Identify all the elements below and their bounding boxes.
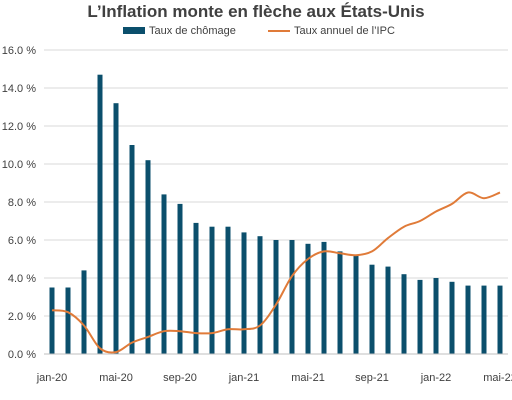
y-tick-label: 10.0 %	[2, 159, 36, 171]
bar-unemployment	[401, 274, 407, 354]
y-tick-label: 12.0 %	[2, 121, 36, 133]
bar-unemployment	[385, 266, 391, 354]
y-tick-label: 4.0 %	[8, 273, 36, 285]
bar-unemployment	[129, 145, 135, 354]
bar-unemployment	[97, 74, 103, 354]
legend: Taux de chômage Taux annuel de l’IPC	[123, 25, 395, 37]
bar-unemployment	[65, 287, 71, 354]
bar-unemployment	[305, 243, 311, 354]
x-tick-label: sep-20	[163, 372, 197, 384]
x-axis-ticks: jan-20 mai-20 sep-20 jan-21 mai-21 sep-21 jan-…	[36, 372, 512, 384]
bar-unemployment	[481, 285, 487, 354]
bar-unemployment	[193, 222, 199, 354]
x-tick-label: jan-20	[36, 372, 68, 384]
bar-unemployment	[177, 203, 183, 354]
bar-unemployment	[321, 241, 327, 354]
x-tick-label: mai-20	[99, 372, 133, 384]
bars-unemployment	[49, 74, 503, 354]
bar-unemployment	[241, 232, 247, 354]
cpi-line-path	[51, 191, 501, 354]
chart-title: L’Inflation monte en flèche aux États-Un…	[87, 2, 424, 21]
legend-label-unemployment: Taux de chômage	[149, 25, 236, 37]
bar-unemployment	[209, 226, 215, 354]
x-tick-label: sep-21	[355, 372, 389, 384]
y-tick-label: 0.0 %	[8, 349, 36, 361]
x-tick-label: mai-22	[483, 372, 512, 384]
y-tick-label: 14.0 %	[2, 83, 36, 95]
bar-unemployment	[417, 279, 423, 354]
y-tick-label: 6.0 %	[8, 235, 36, 247]
legend-swatch-unemployment	[123, 27, 145, 34]
y-tick-label: 2.0 %	[8, 311, 36, 323]
bar-unemployment	[49, 287, 55, 354]
bar-unemployment	[81, 270, 87, 354]
bar-unemployment	[145, 160, 151, 354]
x-tick-label: mai-21	[291, 372, 325, 384]
y-tick-label: 16.0 %	[2, 45, 36, 57]
bar-unemployment	[289, 240, 295, 354]
y-tick-label: 8.0 %	[8, 197, 36, 209]
bar-unemployment	[497, 285, 503, 354]
y-axis-ticks: 0.0 % 2.0 % 4.0 % 6.0 % 8.0 % 10.0 % 12.0 % 14.…	[2, 45, 36, 361]
bar-unemployment	[161, 194, 167, 354]
bar-unemployment	[337, 251, 343, 354]
bar-unemployment	[113, 103, 119, 354]
legend-label-cpi: Taux annuel de l’IPC	[294, 25, 395, 37]
bar-unemployment	[465, 285, 471, 354]
gridlines	[44, 49, 508, 317]
bar-unemployment	[433, 278, 439, 354]
bar-unemployment	[273, 240, 279, 354]
x-tick-label: jan-21	[228, 372, 260, 384]
line-cpi	[51, 191, 501, 354]
bar-unemployment	[225, 226, 231, 354]
bar-unemployment	[257, 236, 263, 354]
bar-unemployment	[449, 281, 455, 354]
bar-unemployment	[369, 264, 375, 354]
bar-unemployment	[353, 255, 359, 354]
x-tick-label: jan-22	[420, 372, 452, 384]
